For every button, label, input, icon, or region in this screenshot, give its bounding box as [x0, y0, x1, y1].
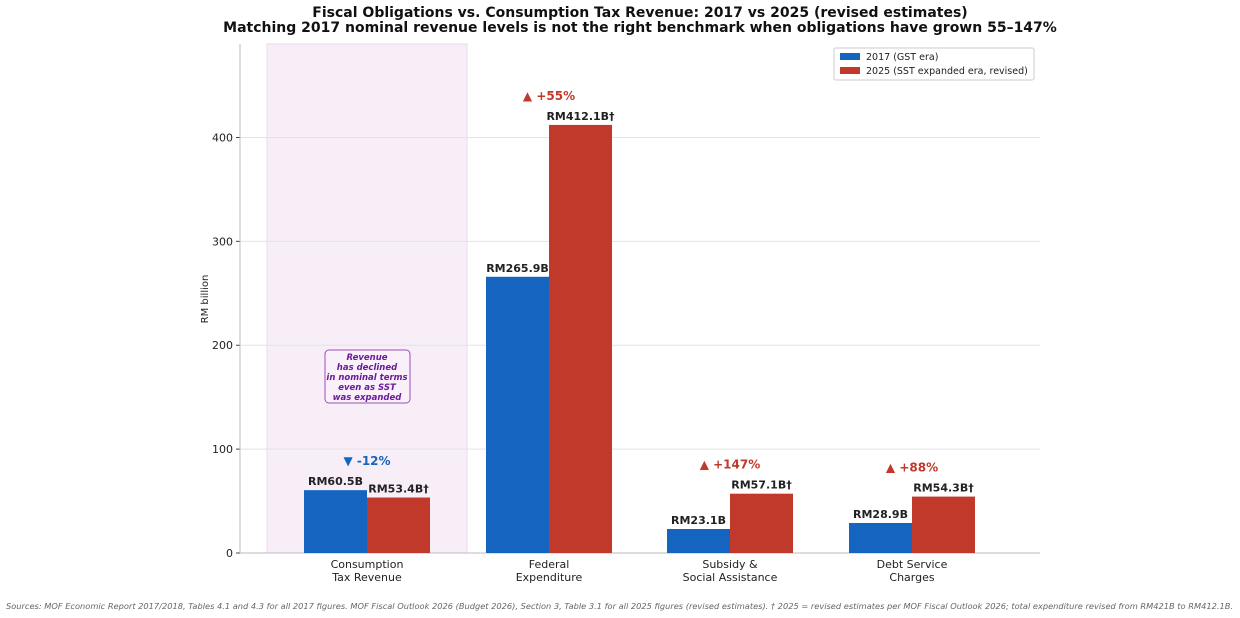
x-tick-label: Debt Service Charges [877, 558, 948, 584]
bar-value-label: RM265.9B [486, 262, 549, 275]
x-tick-label-line: Federal [529, 558, 570, 571]
legend-swatch [840, 53, 860, 60]
change-label: ▲ +55% [523, 89, 575, 103]
x-tick-label: Subsidy & Social Assistance [683, 558, 778, 584]
y-tick-label: 100 [212, 443, 233, 456]
legend-swatch [840, 67, 860, 74]
bar-2025 [367, 497, 430, 553]
bar-value-label: RM53.4B† [368, 483, 429, 496]
bar-2017 [304, 490, 367, 553]
bar-2017 [667, 529, 730, 553]
y-tick-label: 400 [212, 131, 233, 144]
bar-value-label: RM28.9B [853, 508, 908, 521]
x-tick-label-line: Tax Revenue [331, 571, 402, 584]
x-tick-label-line: Debt Service [877, 558, 948, 571]
bar-value-label: RM412.1B† [546, 110, 615, 123]
annotation-text: Revenue has declined in nominal terms even … [326, 353, 407, 403]
legend-box [833, 47, 1035, 81]
x-tick-label-line: Expenditure [516, 571, 583, 584]
annotation-line: even as SST [338, 383, 397, 393]
chart-subtitle: Matching 2017 nominal revenue levels is … [223, 20, 1057, 36]
x-tick-label: Federal Expenditure [516, 558, 583, 584]
bar-value-label: RM60.5B [308, 475, 363, 488]
change-label: ▲ +147% [700, 458, 761, 472]
x-tick-label: Consumption Tax Revenue [331, 558, 404, 584]
annotation-line: Revenue [346, 353, 387, 363]
bar-2025 [730, 493, 793, 553]
y-tick-label: 200 [212, 339, 233, 352]
bar-2025 [549, 124, 612, 554]
annotation-line: was expanded [333, 393, 403, 403]
chart-title: Fiscal Obligations vs. Consumption Tax R… [312, 5, 967, 21]
bar-2025 [912, 496, 975, 553]
bar-value-label: RM23.1B [671, 514, 726, 527]
legend: 2017 (GST era) 2025 (SST expanded era, re… [833, 47, 1035, 81]
annotation-line: in nominal terms [326, 373, 407, 383]
bar-2017 [849, 522, 912, 553]
change-label: ▼ -12% [343, 454, 390, 468]
bar-2017 [486, 276, 549, 553]
footnote: Sources: MOF Economic Report 2017/2018, … [6, 602, 1233, 611]
change-label: ▲ +88% [886, 461, 938, 475]
bar-value-label: RM57.1B† [731, 479, 792, 492]
annotation-box [324, 349, 411, 404]
x-tick-label-line: Subsidy & [702, 558, 758, 571]
y-tick-label: 0 [226, 547, 233, 560]
x-tick-label-line: Social Assistance [683, 571, 778, 584]
legend-label: 2025 (SST expanded era, revised) [866, 66, 1028, 77]
x-tick-label-line: Consumption [331, 558, 404, 571]
bar-value-label: RM54.3B† [913, 482, 974, 495]
y-tick-label: 300 [212, 235, 233, 248]
legend-label: 2017 (GST era) [866, 52, 938, 63]
highlight-region [266, 43, 468, 554]
annotation-line: has declined [337, 363, 398, 373]
y-axis-label: RM billion [200, 275, 211, 324]
x-tick-label-line: Charges [889, 571, 934, 584]
